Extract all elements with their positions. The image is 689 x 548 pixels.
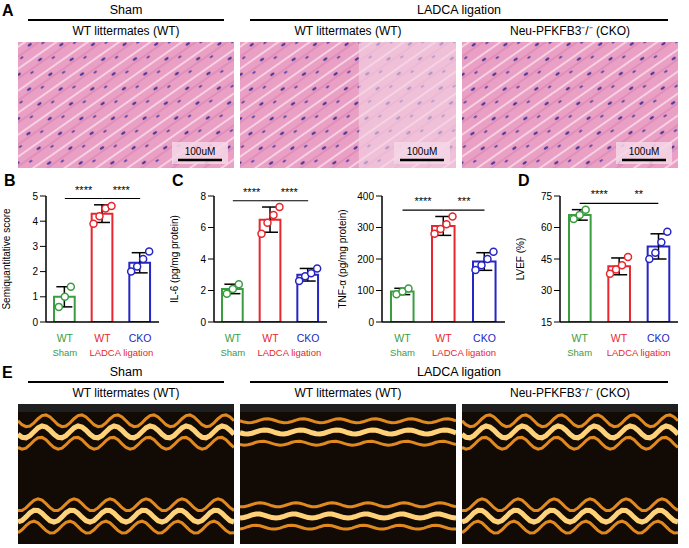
svg-text:3: 3 bbox=[32, 241, 38, 252]
svg-text:0: 0 bbox=[32, 317, 38, 328]
svg-text:LADCA ligation: LADCA ligation bbox=[89, 347, 153, 358]
svg-text:LADCA ligation: LADCA ligation bbox=[257, 347, 321, 358]
svg-text:WT: WT bbox=[225, 332, 242, 344]
html-text:LADCA ligation: LADCA ligation bbox=[417, 3, 501, 17]
svg-text:WT: WT bbox=[435, 332, 452, 344]
svg-text:****: **** bbox=[414, 195, 432, 207]
svg-text:45: 45 bbox=[541, 254, 553, 265]
html-text:WT littermates (WT): WT littermates (WT) bbox=[72, 386, 180, 400]
html-text:A: A bbox=[2, 2, 14, 19]
svg-text:300: 300 bbox=[357, 222, 374, 233]
svg-text:WT: WT bbox=[572, 332, 589, 344]
svg-text:4: 4 bbox=[200, 254, 206, 265]
html-text:Sham: Sham bbox=[109, 365, 143, 379]
html-text:Neu-PFKFB3⁻/⁻ (CKO): Neu-PFKFB3⁻/⁻ (CKO) bbox=[510, 386, 630, 400]
svg-text:WT: WT bbox=[611, 332, 628, 344]
html-text:WT littermates (WT): WT littermates (WT) bbox=[72, 24, 180, 38]
html-text:B: B bbox=[4, 172, 16, 189]
svg-text:0: 0 bbox=[368, 317, 374, 328]
html-text:Sham: Sham bbox=[109, 3, 143, 17]
svg-text:6: 6 bbox=[200, 222, 206, 233]
html-text:C: C bbox=[172, 172, 184, 189]
svg-text:0: 0 bbox=[200, 317, 206, 328]
svg-text:2: 2 bbox=[32, 266, 38, 277]
svg-text:15: 15 bbox=[541, 317, 553, 328]
svg-text:30: 30 bbox=[541, 285, 553, 296]
svg-text:100uM: 100uM bbox=[629, 146, 660, 157]
svg-text:LADCA ligation: LADCA ligation bbox=[432, 347, 496, 358]
svg-text:Sham: Sham bbox=[390, 347, 415, 358]
svg-text:WT: WT bbox=[57, 332, 74, 344]
svg-text:WT: WT bbox=[262, 332, 279, 344]
svg-text:LVEF (%): LVEF (%) bbox=[516, 238, 526, 281]
svg-text:8: 8 bbox=[200, 191, 206, 202]
svg-text:CKO: CKO bbox=[297, 332, 320, 344]
svg-text:TNF-α (pg/mg protein): TNF-α (pg/mg protein) bbox=[338, 209, 348, 308]
svg-text:WT: WT bbox=[94, 332, 111, 344]
svg-text:Semiquantitative score: Semiquantitative score bbox=[2, 208, 12, 310]
svg-text:CKO: CKO bbox=[129, 332, 152, 344]
svg-text:**: ** bbox=[634, 188, 643, 200]
svg-text:LADCA ligation: LADCA ligation bbox=[607, 347, 671, 358]
svg-text:****: **** bbox=[243, 186, 261, 198]
html-text:WT littermates (WT): WT littermates (WT) bbox=[294, 24, 402, 38]
svg-text:CKO: CKO bbox=[473, 332, 496, 344]
html-text:E: E bbox=[2, 364, 13, 381]
svg-text:2: 2 bbox=[200, 285, 206, 296]
svg-text:200: 200 bbox=[357, 254, 374, 265]
svg-text:100uM: 100uM bbox=[407, 146, 438, 157]
svg-text:4: 4 bbox=[32, 216, 38, 227]
svg-text:1: 1 bbox=[32, 291, 38, 302]
svg-text:75: 75 bbox=[541, 191, 553, 202]
svg-text:IL-6 (pg/mg protein): IL-6 (pg/mg protein) bbox=[170, 215, 180, 303]
svg-text:***: *** bbox=[458, 195, 472, 207]
svg-text:****: **** bbox=[113, 184, 131, 196]
svg-text:100uM: 100uM bbox=[185, 146, 216, 157]
html-text:LADCA ligation: LADCA ligation bbox=[417, 365, 501, 379]
svg-text:100: 100 bbox=[357, 285, 374, 296]
svg-text:Sham: Sham bbox=[567, 347, 592, 358]
svg-text:****: **** bbox=[75, 184, 93, 196]
svg-text:****: **** bbox=[281, 186, 299, 198]
svg-text:60: 60 bbox=[541, 222, 553, 233]
svg-text:Sham: Sham bbox=[220, 347, 245, 358]
html-text:WT littermates (WT): WT littermates (WT) bbox=[294, 386, 402, 400]
svg-text:CKO: CKO bbox=[647, 332, 670, 344]
svg-text:Sham: Sham bbox=[52, 347, 77, 358]
svg-text:5: 5 bbox=[32, 191, 38, 202]
svg-text:****: **** bbox=[591, 188, 609, 200]
html-text:Neu-PFKFB3⁻/⁻ (CKO): Neu-PFKFB3⁻/⁻ (CKO) bbox=[510, 24, 630, 38]
svg-text:WT: WT bbox=[394, 332, 411, 344]
svg-text:400: 400 bbox=[357, 191, 374, 202]
html-text:D: D bbox=[518, 172, 530, 189]
